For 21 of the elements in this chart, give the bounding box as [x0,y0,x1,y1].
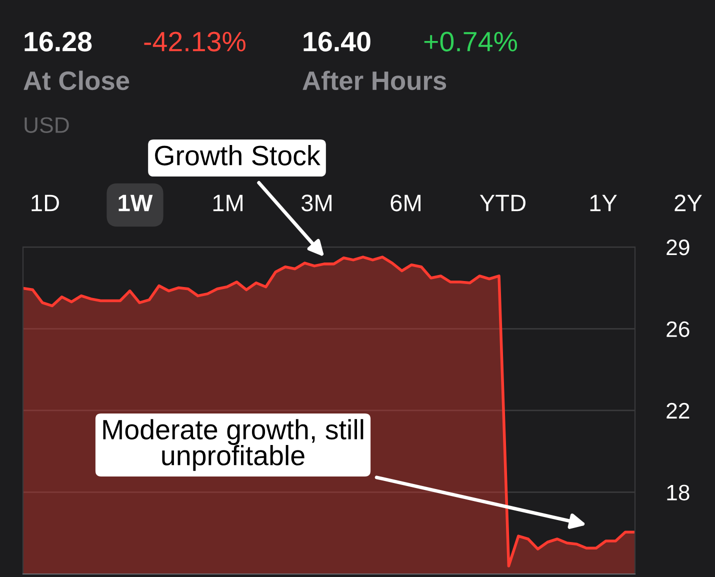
y-tick-label: 29 [666,240,690,256]
text: 1M [213,194,242,212]
text: YTD [480,194,526,212]
annotation: Moderate growth, still unprofitable [103,419,364,471]
y-tick-label: 22 [666,402,690,418]
y-tick-label: 18 [667,484,690,500]
text: 1D [32,194,59,212]
text: At Close [24,70,130,90]
text: 16.40 [304,32,370,52]
y-tick-label: 26 [666,321,690,338]
text: 2Y [674,194,702,212]
text: 3M [302,194,332,212]
text: 1W [118,194,153,212]
text: Growth Stock [155,145,320,166]
text: 16.28 [24,32,92,52]
text: -42.13% [144,32,246,52]
text: +0.74% [424,32,517,52]
text: 6M [390,194,420,212]
text: 1Y [590,194,617,212]
text: USD [24,117,69,133]
text: After Hours [302,70,446,90]
